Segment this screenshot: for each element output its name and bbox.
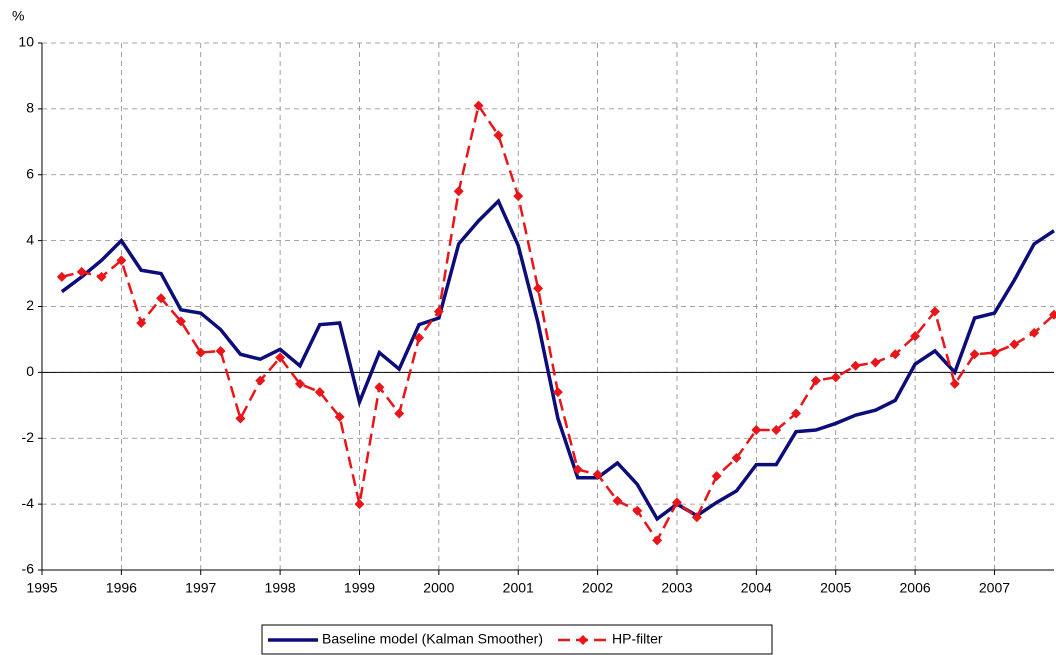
marker bbox=[870, 357, 881, 368]
marker bbox=[156, 293, 167, 304]
x-tick-label: 2006 bbox=[900, 580, 931, 596]
marker bbox=[910, 331, 921, 342]
marker bbox=[136, 317, 147, 328]
marker bbox=[433, 306, 444, 317]
marker bbox=[255, 375, 266, 386]
x-tick-label: 1998 bbox=[265, 580, 296, 596]
marker bbox=[374, 382, 385, 393]
marker bbox=[731, 453, 742, 464]
marker bbox=[890, 349, 901, 360]
marker bbox=[473, 100, 484, 111]
marker bbox=[354, 499, 365, 510]
marker bbox=[771, 425, 782, 436]
marker bbox=[989, 347, 1000, 358]
x-tick-label: 2001 bbox=[503, 580, 534, 596]
marker bbox=[751, 425, 762, 436]
marker bbox=[394, 408, 405, 419]
legend-label: HP-filter bbox=[612, 631, 663, 647]
y-tick-label: 6 bbox=[26, 165, 34, 181]
marker bbox=[612, 495, 623, 506]
marker bbox=[929, 306, 940, 317]
y-tick-label: 10 bbox=[18, 34, 34, 50]
marker bbox=[810, 375, 821, 386]
marker bbox=[175, 316, 186, 327]
legend-marker bbox=[578, 635, 588, 645]
series-line bbox=[60, 198, 1055, 522]
x-tick-label: 2004 bbox=[741, 580, 772, 596]
x-tick-label: 2000 bbox=[423, 580, 454, 596]
marker bbox=[1029, 327, 1040, 338]
y-tick-label: 2 bbox=[26, 297, 34, 313]
marker bbox=[56, 271, 67, 282]
legend-box bbox=[261, 624, 773, 655]
marker bbox=[671, 497, 682, 508]
marker bbox=[275, 352, 286, 363]
x-tick-label: 1997 bbox=[185, 580, 216, 596]
y-tick-label: -4 bbox=[22, 495, 35, 511]
y-tick-label: 8 bbox=[26, 100, 34, 116]
marker bbox=[1009, 339, 1020, 350]
x-tick-label: 2002 bbox=[582, 580, 613, 596]
y-tick-label: 0 bbox=[26, 363, 34, 379]
x-tick-label: 1996 bbox=[106, 580, 137, 596]
marker bbox=[215, 345, 226, 356]
y-tick-label: 4 bbox=[26, 231, 34, 247]
marker bbox=[334, 411, 345, 422]
marker bbox=[791, 408, 802, 419]
marker bbox=[96, 271, 107, 282]
marker bbox=[314, 387, 325, 398]
y-tick-label: -2 bbox=[22, 429, 35, 445]
marker bbox=[552, 387, 563, 398]
marker bbox=[76, 266, 87, 277]
marker bbox=[235, 413, 246, 424]
marker bbox=[652, 535, 663, 546]
x-tick-label: 2005 bbox=[820, 580, 851, 596]
marker bbox=[632, 505, 643, 516]
y-unit-label: % bbox=[12, 8, 24, 24]
marker bbox=[533, 283, 544, 294]
marker bbox=[572, 464, 583, 475]
marker bbox=[453, 186, 464, 197]
marker bbox=[830, 372, 841, 383]
marker bbox=[969, 349, 980, 360]
marker bbox=[592, 469, 603, 480]
x-tick-label: 1995 bbox=[26, 580, 57, 596]
marker bbox=[949, 378, 960, 389]
legend-label: Baseline model (Kalman Smoother) bbox=[322, 631, 543, 647]
marker bbox=[711, 471, 722, 482]
marker bbox=[1049, 309, 1056, 320]
x-tick-label: 2003 bbox=[661, 580, 692, 596]
marker bbox=[195, 347, 206, 358]
y-tick-label: -6 bbox=[22, 561, 35, 577]
x-tick-label: 1999 bbox=[344, 580, 375, 596]
marker bbox=[513, 191, 524, 202]
marker bbox=[850, 360, 861, 371]
x-tick-label: 2007 bbox=[979, 580, 1010, 596]
marker bbox=[294, 378, 305, 389]
marker bbox=[116, 255, 127, 266]
marker bbox=[493, 130, 504, 141]
marker bbox=[691, 512, 702, 523]
marker bbox=[414, 332, 425, 343]
